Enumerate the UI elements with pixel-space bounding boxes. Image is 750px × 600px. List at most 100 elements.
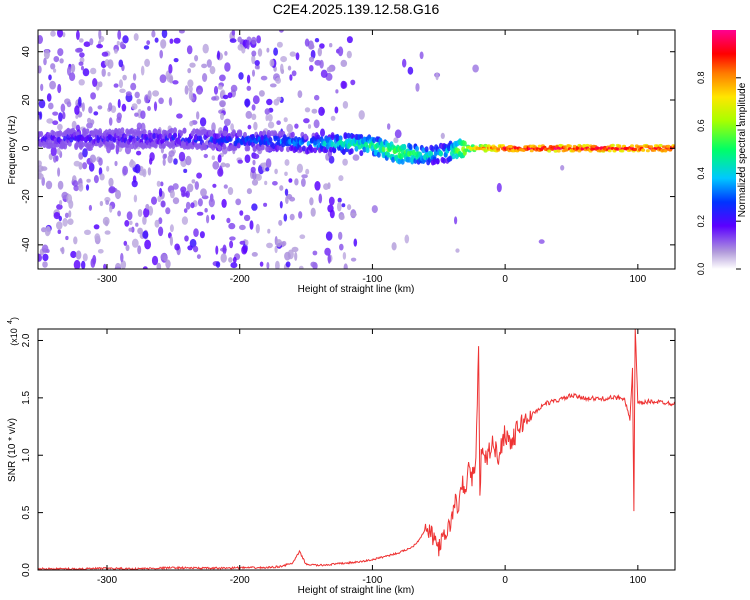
- heatmap-cell: [265, 158, 272, 169]
- heatmap-cell: [120, 260, 127, 269]
- heatmap-cell: [394, 129, 402, 139]
- heatmap-ridge-cell: [216, 133, 220, 140]
- heatmap-cell: [246, 85, 252, 91]
- heatmap-cell: [206, 59, 212, 68]
- heatmap-cell: [178, 151, 186, 162]
- heatmap-ridge-cell: [571, 149, 576, 153]
- x-tick-label: -300: [97, 274, 117, 285]
- heatmap-cell: [197, 198, 203, 207]
- heatmap-ridge-cell: [572, 144, 577, 149]
- heatmap-cell: [59, 200, 63, 206]
- heatmap-cell: [294, 251, 298, 261]
- heatmap-ridge-cell: [408, 144, 413, 150]
- heatmap-cell: [330, 115, 336, 121]
- heatmap-cell: [245, 110, 253, 119]
- y-tick-label: 1.5: [21, 390, 32, 404]
- y-tick-label: 0.0: [21, 563, 32, 577]
- heatmap-cell: [41, 244, 49, 253]
- heatmap-cell: [289, 74, 293, 81]
- heatmap-cell: [173, 158, 178, 165]
- heatmap-cell: [169, 224, 174, 233]
- heatmap-cell: [60, 103, 66, 113]
- spectrogram-ticks: -300 -200 -100 0 100 40 20 0 -20 -40: [21, 30, 675, 285]
- heatmap-cell: [294, 178, 299, 186]
- heatmap-ridge-cell: [599, 146, 604, 150]
- heatmap-cell: [314, 94, 320, 101]
- heatmap-cell: [181, 216, 188, 225]
- heatmap-cell: [133, 194, 138, 203]
- heatmap-cell: [168, 64, 173, 74]
- heatmap-cell: [84, 229, 91, 235]
- heatmap-cell: [71, 120, 77, 130]
- heatmap-ridge-cell: [563, 145, 568, 149]
- heatmap-cell: [294, 123, 299, 129]
- heatmap-ridge-cell: [617, 144, 622, 148]
- heatmap-cell: [50, 146, 57, 157]
- heatmap-ridge-cell: [400, 158, 405, 165]
- heatmap-cell: [102, 216, 110, 226]
- heatmap-cell: [140, 110, 146, 119]
- heatmap-cell: [279, 201, 283, 209]
- heatmap-cell: [289, 51, 296, 57]
- spectrogram-ylabel: Frequency (Hz): [7, 116, 18, 185]
- heatmap-cell: [286, 123, 294, 133]
- heatmap-cell: [154, 37, 159, 43]
- heatmap-ridge-cell: [270, 130, 275, 137]
- heatmap-ridge-cell: [362, 146, 367, 153]
- x-tick-label: -300: [97, 575, 117, 586]
- heatmap-cell: [52, 120, 59, 125]
- heatmap-ridge-cell: [231, 129, 236, 136]
- heatmap-ridge-cell: [303, 133, 308, 140]
- heatmap-cell: [174, 243, 180, 251]
- heatmap-cell: [116, 40, 120, 46]
- heatmap-ridge-cell: [233, 144, 238, 151]
- y-tick-label: 0.5: [21, 505, 32, 519]
- heatmap-cell: [251, 179, 259, 186]
- heatmap-cell: [295, 52, 300, 61]
- heatmap-ridge-cell: [110, 143, 115, 149]
- heatmap-cell: [159, 49, 163, 59]
- heatmap-cell: [38, 160, 42, 167]
- heatmap-cell: [283, 117, 288, 123]
- heatmap-cell: [257, 48, 263, 57]
- heatmap-cell: [342, 101, 349, 109]
- heatmap-cell: [229, 38, 237, 43]
- heatmap-ridge-cell: [193, 134, 198, 141]
- heatmap-cell: [185, 155, 192, 166]
- heatmap-cell: [228, 222, 236, 230]
- heatmap-cell: [218, 165, 223, 175]
- heatmap-cell: [256, 35, 261, 44]
- heatmap-cell: [312, 250, 318, 256]
- heatmap-cell: [259, 261, 264, 267]
- heatmap-cell: [79, 52, 85, 58]
- heatmap-cell: [299, 265, 304, 269]
- heatmap-cell: [224, 51, 228, 56]
- heatmap-cell: [313, 119, 320, 129]
- heatmap-cell: [276, 96, 282, 102]
- heatmap-ridge-cell: [236, 137, 241, 144]
- heatmap-cell: [70, 63, 76, 73]
- heatmap-cell: [78, 38, 84, 43]
- heatmap-cell: [78, 182, 84, 192]
- heatmap-cell: [116, 112, 122, 121]
- heatmap-cell: [129, 220, 133, 225]
- colorbar-gradient: [712, 30, 736, 269]
- heatmap-ridge-cell: [429, 150, 434, 157]
- heatmap-cell: [219, 101, 226, 108]
- heatmap-cell: [327, 254, 331, 264]
- heatmap-ridge-cell: [107, 128, 112, 135]
- heatmap-cell: [169, 38, 174, 44]
- heatmap-cell: [289, 213, 295, 221]
- heatmap-ridge-cell: [354, 145, 359, 152]
- heatmap-cell: [230, 123, 235, 131]
- heatmap-ridge-cell: [411, 149, 416, 156]
- heatmap-ridge-cell: [630, 144, 634, 148]
- heatmap-cell: [404, 234, 410, 244]
- heatmap-cell: [67, 218, 74, 225]
- heatmap-cell: [309, 44, 315, 50]
- heatmap-ridge-cell: [585, 143, 590, 148]
- heatmap-cell: [134, 112, 139, 117]
- heatmap-cell: [301, 174, 308, 179]
- heatmap-ridge-cell: [462, 140, 467, 147]
- heatmap-cell: [152, 90, 160, 97]
